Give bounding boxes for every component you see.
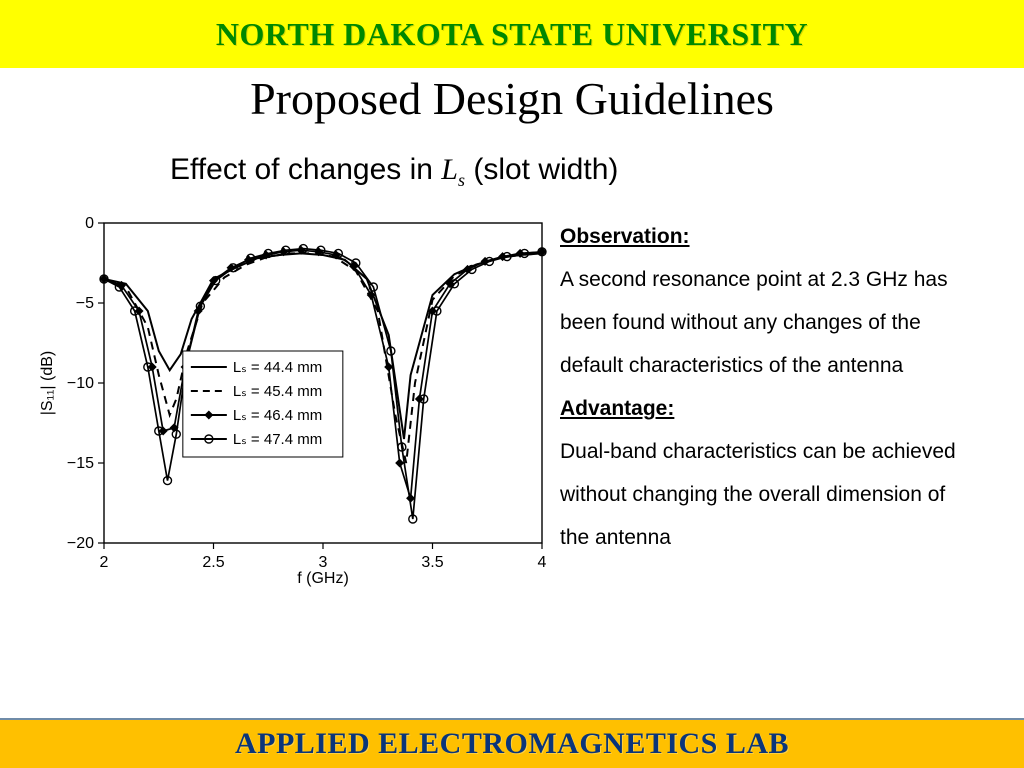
- slide-subtitle: Effect of changes in Ls (slot width): [170, 153, 1024, 191]
- svg-text:|S₁₁| (dB): |S₁₁| (dB): [39, 351, 56, 415]
- svg-text:Lₛ = 47.4 mm: Lₛ = 47.4 mm: [233, 431, 322, 448]
- subtitle-suffix: (slot width): [465, 153, 618, 186]
- svg-text:f (GHz): f (GHz): [297, 570, 349, 587]
- content-row: 2 2.5 3 3.5 4 −20 −15 −10 −5 0 f (GHz) |S₁₁| (dB) Lₛ…: [0, 209, 1024, 589]
- advantage-body: Dual-band characteristics can be achieve…: [560, 430, 980, 559]
- svg-text:Lₛ = 44.4 mm: Lₛ = 44.4 mm: [233, 359, 322, 376]
- svg-text:4: 4: [538, 554, 547, 571]
- svg-text:3: 3: [319, 554, 328, 571]
- svg-text:2: 2: [100, 554, 109, 571]
- top-banner: NORTH DAKOTA STATE UNIVERSITY: [0, 0, 1024, 68]
- s11-chart: 2 2.5 3 3.5 4 −20 −15 −10 −5 0 f (GHz) |S₁₁| (dB) Lₛ…: [34, 209, 554, 589]
- svg-text:−10: −10: [67, 375, 94, 392]
- svg-text:Lₛ = 46.4 mm: Lₛ = 46.4 mm: [233, 407, 322, 424]
- svg-text:Lₛ = 45.4 mm: Lₛ = 45.4 mm: [233, 383, 322, 400]
- subtitle-prefix: Effect of changes in: [170, 153, 441, 186]
- svg-text:3.5: 3.5: [421, 554, 443, 571]
- bottom-banner: APPLIED ELECTROMAGNETICS LAB: [0, 718, 1024, 768]
- subtitle-var: L: [441, 153, 458, 186]
- svg-text:−5: −5: [76, 295, 94, 312]
- text-column: Observation: A second resonance point at…: [560, 209, 980, 589]
- svg-text:−15: −15: [67, 455, 94, 472]
- observation-header: Observation:: [560, 215, 980, 258]
- advantage-header: Advantage:: [560, 387, 980, 430]
- svg-text:2.5: 2.5: [202, 554, 224, 571]
- slide-title: Proposed Design Guidelines: [0, 72, 1024, 125]
- svg-text:0: 0: [85, 215, 94, 232]
- observation-body: A second resonance point at 2.3 GHz has …: [560, 258, 980, 387]
- top-banner-text: NORTH DAKOTA STATE UNIVERSITY: [216, 16, 808, 53]
- svg-text:−20: −20: [67, 535, 94, 552]
- subtitle-sub: s: [458, 170, 465, 190]
- bottom-banner-text: APPLIED ELECTROMAGNETICS LAB: [235, 727, 789, 761]
